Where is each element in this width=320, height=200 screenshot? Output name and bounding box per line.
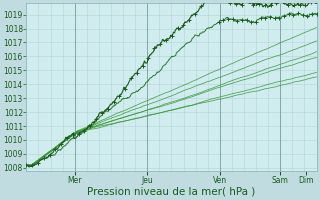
X-axis label: Pression niveau de la mer( hPa ): Pression niveau de la mer( hPa ): [87, 187, 256, 197]
